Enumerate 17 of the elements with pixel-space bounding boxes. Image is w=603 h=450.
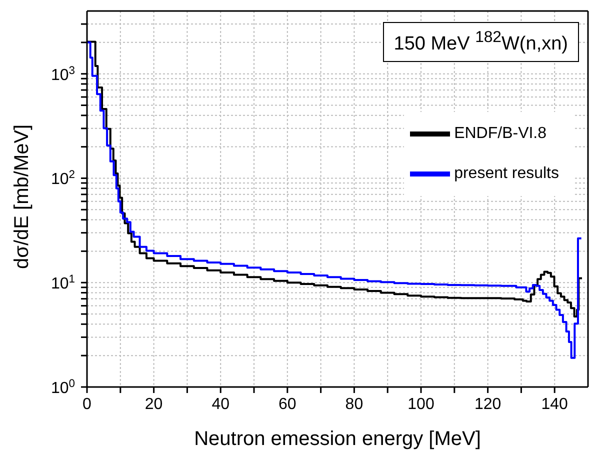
y-tick-label: 10$^{2}$ [50,169,75,188]
x-axis-title: Neutron emession energy [MeV] [194,428,481,450]
x-tick-label: 60 [278,396,296,413]
legend-label: present results [454,165,559,182]
x-tick-label: 100 [408,396,434,413]
y-tick-label: 10$^{1}$ [50,274,75,293]
x-tick-label: 0 [82,396,92,413]
x-tick-label: 20 [144,396,163,413]
x-tick-label: 80 [345,396,364,413]
x-tick-label: 40 [212,396,230,413]
x-tick-label: 140 [541,396,568,413]
annotation: 150 MeV $^{182}$W(n,xn) [382,22,579,62]
legend-label: ENDF/B-VI.8 [454,125,547,142]
y-axis-title: dσ/dE [mb/MeV] [11,124,34,269]
y-tick-label: 10$^{0}$ [50,378,75,397]
y-tick-label: 10$^{3}$ [50,64,75,84]
x-tick-label: 120 [474,396,502,413]
